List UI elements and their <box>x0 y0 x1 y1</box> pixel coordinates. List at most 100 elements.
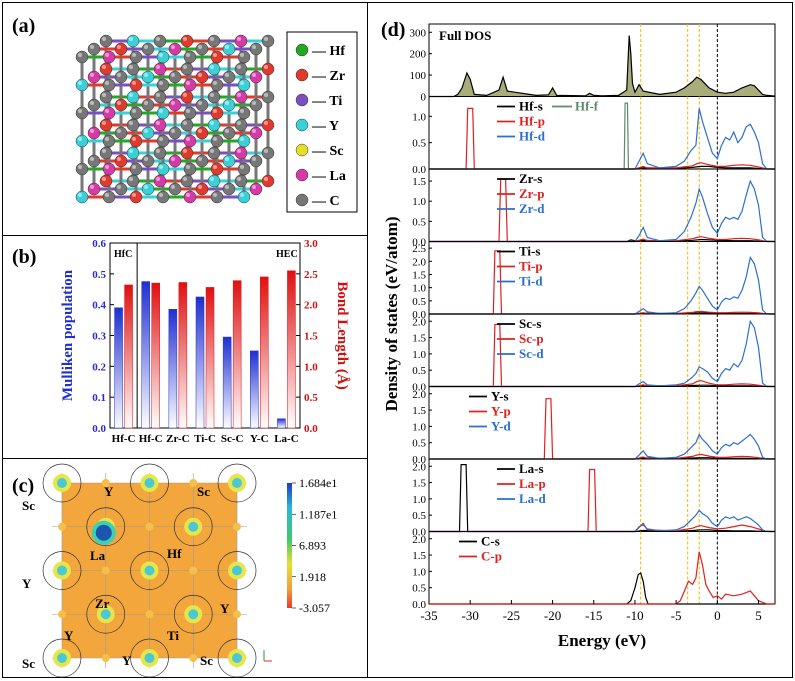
atom-label: Sc <box>200 653 213 668</box>
ytick-label: 0.0 <box>412 527 426 539</box>
xtick-label: -15 <box>585 608 602 623</box>
dos-series-line <box>429 433 775 460</box>
atom-label: Sc <box>22 656 35 671</box>
atom <box>195 70 209 84</box>
atom <box>261 34 275 48</box>
atom <box>207 62 221 76</box>
atom-highlight <box>171 129 175 133</box>
atom <box>195 154 209 168</box>
dos-series-line <box>429 238 776 243</box>
atom-highlight <box>225 157 229 161</box>
ytick-label: 200 <box>410 49 427 61</box>
atom-highlight <box>240 137 244 141</box>
legend-a-marker <box>295 93 309 107</box>
atom <box>87 182 101 196</box>
group-label-hfc: HfC <box>114 249 132 260</box>
ytick-right: 3.0 <box>304 238 318 250</box>
ytick-label: 0.0 <box>412 164 426 176</box>
atom-highlight <box>240 109 244 113</box>
atom-highlight <box>171 45 175 49</box>
bar-chart: HfC HEC 0.0 0.1 0.2 0.3 0.4 0.5 0.6 0.0 0.5 1.0 1.5 2… <box>60 238 350 445</box>
atom <box>129 190 143 204</box>
atom-label: Y <box>122 653 132 668</box>
ytick-label: 0.0 <box>412 309 426 321</box>
atom <box>126 146 140 160</box>
atom-highlight <box>129 93 133 97</box>
legend-a-marker <box>295 43 309 57</box>
atom-highlight <box>225 129 229 133</box>
atom <box>222 98 236 112</box>
legend-label: Y-p <box>491 404 511 419</box>
legend-label: C-s <box>481 534 500 549</box>
xtick-label: Y-C <box>250 433 269 445</box>
atom-label: Sc <box>22 498 35 513</box>
atom <box>180 174 194 188</box>
atom <box>153 174 167 188</box>
atom <box>141 182 155 196</box>
density-core <box>232 478 242 488</box>
dos-series-line <box>429 250 775 315</box>
atom <box>75 190 89 204</box>
legend-label: La-d <box>519 491 547 506</box>
atom-highlight <box>132 137 136 141</box>
atom <box>222 126 236 140</box>
la-density-core <box>95 524 112 541</box>
atom <box>114 126 128 140</box>
atom-label: Sc <box>197 484 210 499</box>
atom <box>195 182 209 196</box>
legend-label: C-p <box>481 549 502 564</box>
legend-label: Hf-s <box>519 99 543 114</box>
density-core <box>144 565 155 576</box>
atom-highlight <box>132 165 136 169</box>
atom-circle <box>130 463 169 503</box>
ytick-label: 2.0 <box>412 534 426 546</box>
ytick-label: 0.5 <box>412 216 426 228</box>
dos-series-line <box>429 457 776 460</box>
carbon-spot <box>101 654 110 662</box>
atom-highlight <box>210 121 214 125</box>
atom <box>195 126 209 140</box>
atom-circle <box>86 507 126 547</box>
atom-circle <box>217 638 257 678</box>
atom <box>249 126 263 140</box>
atom-highlight <box>240 53 244 57</box>
bar-bond-length <box>178 282 188 429</box>
atom-highlight <box>264 121 268 125</box>
atom <box>237 134 251 148</box>
atom <box>102 134 116 148</box>
dos-subplot: 0.00.51.0 1.52.02.5 Ti-sTi-pTi-d <box>412 241 776 321</box>
atom-circle <box>42 638 82 678</box>
atom-highlight <box>159 165 163 169</box>
colorbar-label: -3.057 <box>299 601 330 615</box>
atom <box>75 78 89 92</box>
atom <box>249 70 263 84</box>
ylabel-left: Mulliken population <box>60 269 76 401</box>
carbon-spot <box>145 522 154 531</box>
subplot-frame <box>428 313 776 387</box>
carbon-spot <box>58 610 66 619</box>
atom-highlight <box>159 81 163 85</box>
atom-circle <box>130 638 169 678</box>
atom-highlight <box>225 73 229 77</box>
legend-a-label: — La <box>311 169 346 184</box>
atom-highlight <box>90 101 94 105</box>
atom-circle <box>42 463 82 503</box>
legend-label: Sc-s <box>519 316 541 331</box>
bar-mulliken <box>141 281 150 429</box>
atom <box>180 34 194 48</box>
ytick-label: 2.0 <box>412 461 426 473</box>
ytick-label: 0.0 <box>412 454 426 466</box>
xtick-label: Hf-C <box>112 433 136 445</box>
atom <box>180 146 194 160</box>
xtick-label: -30 <box>462 608 479 623</box>
ytick-label: 0.0 <box>412 237 426 249</box>
bar-bond-length <box>260 276 269 429</box>
panel-d-label: (d) <box>381 19 405 41</box>
atom-highlight <box>102 149 106 153</box>
atom <box>180 118 194 132</box>
atom-highlight <box>102 65 106 69</box>
atom-highlight <box>264 37 268 41</box>
legend-a-label: — Hf <box>311 44 345 59</box>
atom-highlight <box>198 73 202 77</box>
